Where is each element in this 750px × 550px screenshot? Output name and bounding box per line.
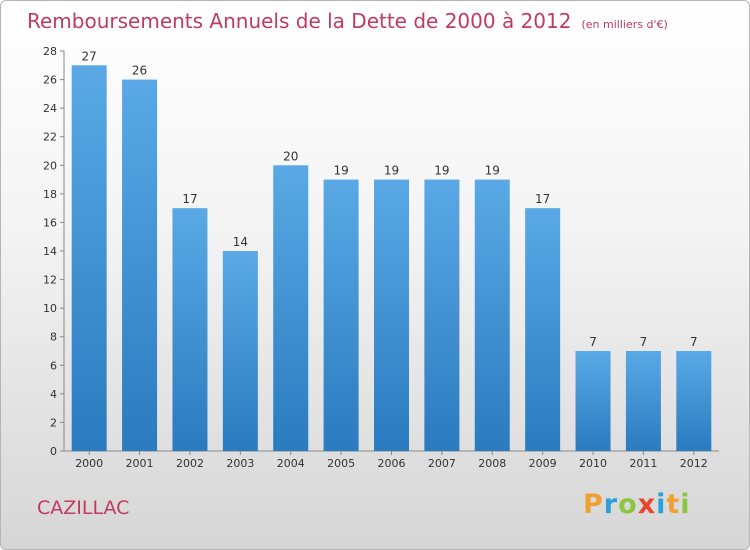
bar <box>625 351 661 451</box>
bar <box>122 79 158 452</box>
bar <box>525 208 561 451</box>
bar-value-label: 7 <box>690 335 698 349</box>
x-tick-label: 2000 <box>75 457 103 470</box>
bar-value-label: 14 <box>233 235 248 249</box>
y-tick-label: 2 <box>50 416 57 429</box>
bar-value-label: 7 <box>640 335 648 349</box>
bar-value-label: 17 <box>182 192 197 206</box>
bar <box>424 179 460 452</box>
logo-letter: P <box>583 489 604 520</box>
bar-value-label: 26 <box>132 64 147 78</box>
y-tick-label: 18 <box>43 188 57 201</box>
x-tick-label: 2004 <box>277 457 305 470</box>
x-tick-label: 2002 <box>176 457 204 470</box>
y-tick-label: 22 <box>43 131 57 144</box>
y-tick-label: 12 <box>43 274 57 287</box>
y-tick-label: 10 <box>43 302 57 315</box>
x-tick-label: 2001 <box>126 457 154 470</box>
y-tick-label: 14 <box>43 245 57 258</box>
bar <box>374 179 409 452</box>
x-tick-label: 2006 <box>378 457 406 470</box>
logo-letter: t <box>666 489 681 520</box>
bars <box>71 65 712 452</box>
bar-value-label: 19 <box>485 164 500 178</box>
bar-value-label: 27 <box>82 49 97 63</box>
commune-name: CAZILLAC <box>37 497 130 519</box>
proxiti-logo[interactable]: Proxiti <box>583 489 691 520</box>
bar-value-label: 20 <box>283 149 298 163</box>
y-tick-label: 16 <box>43 216 57 229</box>
y-tick-label: 26 <box>43 74 57 87</box>
logo-letter: r <box>603 489 619 520</box>
bar-value-label: 7 <box>589 335 597 349</box>
x-tick-label: 2009 <box>529 457 557 470</box>
logo-letter: i <box>656 489 667 520</box>
bar <box>222 251 258 451</box>
bar-value-label: 19 <box>434 164 449 178</box>
x-tick-label: 2003 <box>226 457 254 470</box>
x-tick-label: 2008 <box>478 457 506 470</box>
bar <box>676 351 712 451</box>
y-tick-label: 4 <box>50 388 57 401</box>
y-tick-label: 20 <box>43 159 57 172</box>
logo-letter: i <box>680 489 691 520</box>
bar <box>71 65 107 452</box>
chart-title: Remboursements Annuels de la Dette de 20… <box>27 9 668 33</box>
bar-value-label: 19 <box>384 164 399 178</box>
unit-subtitle: (en milliers d'€) <box>581 18 668 31</box>
y-tick-label: 6 <box>50 359 57 372</box>
bar <box>575 351 611 451</box>
value-labels: 27 26 17 14 20 19 19 19 19 17 7 7 7 <box>82 49 698 349</box>
bar <box>474 179 510 452</box>
bar <box>273 165 309 452</box>
y-tick-label: 8 <box>50 331 57 344</box>
bar <box>323 179 359 452</box>
bar-value-label: 19 <box>333 164 348 178</box>
x-tick-label: 2011 <box>629 457 657 470</box>
title-text: Remboursements Annuels de la Dette de 20… <box>27 9 572 33</box>
y-tick-label: 0 <box>50 445 57 458</box>
y-tick-label: 28 <box>43 45 57 58</box>
y-tick-label: 24 <box>43 102 57 115</box>
bar-value-label: 17 <box>535 192 550 206</box>
x-tick-label: 2005 <box>327 457 355 470</box>
x-tick-label: 2012 <box>680 457 708 470</box>
x-tick-labels: 2000 2001 2002 2003 2004 2005 2006 2007 2008 2009… <box>75 457 708 470</box>
logo-letter: o <box>618 489 638 520</box>
bar <box>172 208 208 451</box>
x-tick-label: 2010 <box>579 457 607 470</box>
logo-letter: x <box>637 489 657 520</box>
x-tick-label: 2007 <box>428 457 456 470</box>
